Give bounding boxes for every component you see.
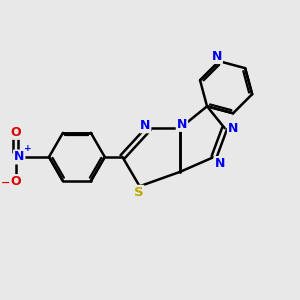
Text: S: S (134, 186, 143, 199)
Text: −: − (1, 178, 10, 188)
Text: N: N (212, 50, 222, 63)
Text: N: N (177, 118, 187, 131)
Text: +: + (24, 144, 32, 153)
Text: N: N (214, 157, 225, 170)
Text: O: O (10, 175, 21, 188)
Text: O: O (10, 126, 21, 139)
Text: N: N (140, 119, 150, 132)
Text: N: N (228, 122, 238, 135)
Text: N: N (14, 151, 24, 164)
